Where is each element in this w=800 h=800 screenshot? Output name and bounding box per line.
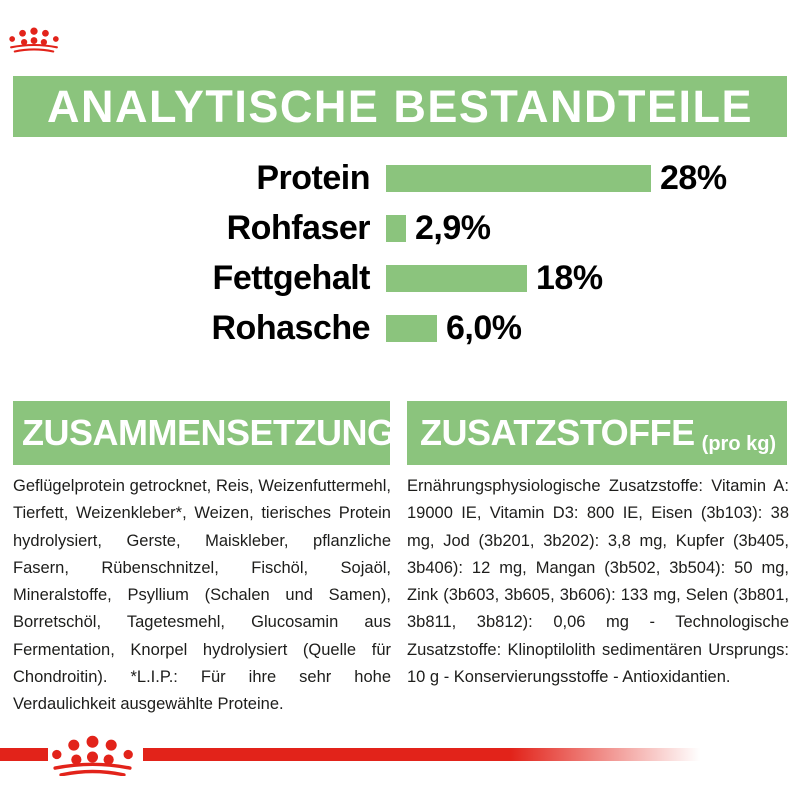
royal-canin-crown-logo — [8, 23, 60, 55]
bar-value: 2,9% — [415, 209, 491, 247]
bar-protein — [386, 165, 651, 192]
footer-stripe-right — [143, 748, 700, 761]
crown-icon — [52, 735, 133, 776]
analytical-constituents-banner: ANALYTISCHE BESTANDTEILE — [13, 76, 787, 137]
footer-stripe-left — [0, 748, 48, 761]
chart-row-rohasche: Rohasche 6,0% — [0, 309, 800, 347]
bar-label: Fettgehalt — [212, 259, 371, 297]
composition-header: ZUSAMMENSETZUNG — [13, 401, 395, 465]
bar-value: 18% — [536, 259, 603, 297]
additives-header: ZUSATZSTOFFE (pro kg) — [407, 401, 787, 465]
bar-fettgehalt — [386, 265, 527, 292]
chart-row-fettgehalt: Fettgehalt 18% — [0, 259, 800, 297]
bar-value: 6,0% — [446, 309, 522, 347]
composition-text: Geflügelprotein getrocknet, Reis, Weizen… — [13, 477, 391, 714]
royal-canin-crown-footer — [50, 733, 135, 776]
page-title: ANALYTISCHE BESTANDTEILE — [46, 80, 754, 132]
bar-rohasche — [386, 315, 437, 342]
bar-value: 28% — [660, 159, 727, 197]
additives-title: ZUSATZSTOFFE — [420, 412, 695, 453]
additives-title-suffix: (pro kg) — [701, 433, 777, 455]
chart-row-protein: Protein 28% — [0, 159, 800, 197]
chart-row-rohfaser: Rohfaser 2,9% — [0, 209, 800, 247]
crown-icon — [9, 27, 59, 53]
bar-label: Rohfaser — [226, 209, 371, 247]
bar-rohfaser — [386, 215, 406, 242]
bar-label: Rohasche — [211, 309, 371, 347]
additives-text: Ernährungsphysiologische Zusatzstoffe: V… — [407, 477, 789, 687]
composition-title: ZUSAMMENSETZUNG — [22, 412, 395, 453]
bar-label: Protein — [256, 159, 370, 197]
analytical-constituents-chart: Protein 28% Rohfaser 2,9% Fettgehalt 18%… — [0, 159, 800, 365]
